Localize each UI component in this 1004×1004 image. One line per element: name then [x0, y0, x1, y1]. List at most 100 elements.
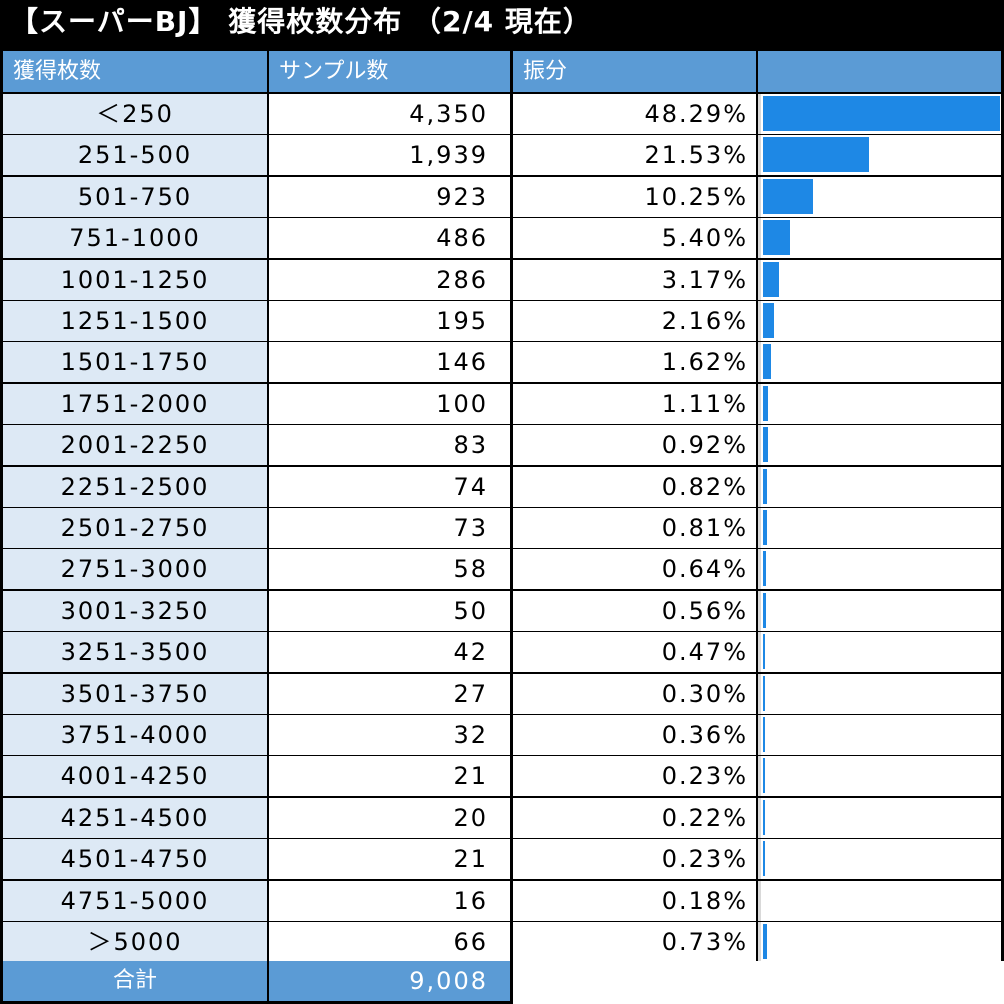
- count-text: 4,350: [409, 100, 488, 128]
- pct-text: 0.47%: [661, 638, 748, 667]
- table-row: 251-500 1,939 21.53%: [0, 135, 1004, 176]
- range-cell: 251-500: [3, 135, 267, 176]
- pct-text: 0.73%: [661, 928, 748, 956]
- pct-text: 0.30%: [661, 679, 748, 708]
- count-text: 58: [453, 555, 488, 584]
- range-cell: 501-750: [3, 176, 267, 217]
- count-cell: 74: [269, 466, 510, 507]
- count-text: 100: [436, 389, 488, 418]
- bar: [763, 220, 790, 256]
- bar-cell: [758, 383, 1001, 424]
- bar: [763, 799, 765, 835]
- total-value-text: 9,008: [409, 967, 488, 995]
- count-cell: 195: [269, 301, 510, 341]
- pct-text: 0.23%: [661, 762, 748, 791]
- count-cell: 1,939: [269, 135, 510, 176]
- pct-text: 3.17%: [661, 265, 748, 294]
- bar-cell: [758, 549, 1001, 590]
- bar: [763, 551, 767, 587]
- bar-cell: [758, 508, 1001, 548]
- count-text: 923: [436, 182, 488, 211]
- bar: [763, 178, 814, 214]
- bar-cell: [758, 259, 1001, 300]
- pct-cell: 5.40%: [513, 218, 756, 259]
- table-row: 3251-3500 42 0.47%: [0, 632, 1004, 673]
- header-range: 獲得枚数: [3, 51, 267, 92]
- count-text: 21: [453, 845, 488, 874]
- title-bar: 【スーパーBJ】 獲得枚数分布 （2/4 現在）: [0, 0, 1004, 48]
- pct-text: 0.23%: [661, 845, 748, 874]
- pct-text: 0.22%: [661, 803, 748, 832]
- pct-cell: 0.36%: [513, 715, 756, 755]
- count-text: 286: [436, 265, 488, 294]
- range-cell: 1751-2000: [3, 383, 267, 424]
- pct-cell: 0.73%: [513, 922, 756, 962]
- bar: [763, 427, 768, 463]
- range-cell: 2001-2250: [3, 425, 267, 466]
- count-cell: 73: [269, 508, 510, 548]
- table-row: 3001-3250 50 0.56%: [0, 590, 1004, 632]
- table-row: 4501-4750 21 0.23%: [0, 839, 1004, 880]
- count-text: 66: [453, 928, 488, 956]
- table-row: 4751-5000 16 0.18%: [0, 880, 1004, 922]
- range-cell: 4001-4250: [3, 756, 267, 797]
- total-row: 合計 9,008: [0, 961, 513, 1004]
- pct-text: 5.40%: [661, 224, 748, 253]
- bar-cell: [758, 590, 1001, 631]
- pct-cell: 0.82%: [513, 466, 756, 507]
- pct-text: 10.25%: [644, 182, 748, 211]
- header-pct-label: 振分: [523, 59, 568, 84]
- count-cell: 32: [269, 715, 510, 755]
- bar: [763, 841, 765, 877]
- count-text: 27: [453, 679, 488, 708]
- count-cell: 58: [269, 549, 510, 590]
- range-cell: 3251-3500: [3, 632, 267, 673]
- pct-cell: 48.29%: [513, 94, 756, 134]
- pct-text: 48.29%: [644, 100, 748, 128]
- table-row: 501-750 923 10.25%: [0, 176, 1004, 218]
- count-cell: 20: [269, 797, 510, 838]
- table-row: 1001-1250 286 3.17%: [0, 259, 1004, 301]
- pct-cell: 0.47%: [513, 632, 756, 673]
- range-cell: 2501-2750: [3, 508, 267, 548]
- count-cell: 16: [269, 880, 510, 921]
- range-cell: 1501-1750: [3, 342, 267, 383]
- pct-cell: 0.81%: [513, 508, 756, 548]
- table-row: 2751-3000 58 0.64%: [0, 549, 1004, 590]
- pct-cell: 0.18%: [513, 880, 756, 921]
- table-row: 2501-2750 73 0.81%: [0, 508, 1004, 549]
- pct-text: 0.64%: [661, 555, 748, 584]
- range-cell: 751-1000: [3, 218, 267, 259]
- count-cell: 923: [269, 176, 510, 217]
- bar: [763, 303, 774, 338]
- table-row: 1751-2000 100 1.11%: [0, 383, 1004, 425]
- count-cell: 286: [269, 259, 510, 300]
- total-value: 9,008: [269, 961, 510, 1001]
- bar: [763, 344, 771, 380]
- range-cell: 2251-2500: [3, 466, 267, 507]
- bar-cell: [758, 922, 1001, 962]
- table-row: 3501-3750 27 0.30%: [0, 673, 1004, 715]
- range-cell: 3751-4000: [3, 715, 267, 755]
- pct-cell: 0.23%: [513, 839, 756, 880]
- table-row: 1501-1750 146 1.62%: [0, 342, 1004, 383]
- count-cell: 50: [269, 590, 510, 631]
- bar-cell: [758, 425, 1001, 466]
- count-cell: 66: [269, 922, 510, 962]
- pct-cell: 0.30%: [513, 673, 756, 714]
- bar-cell: [758, 135, 1001, 176]
- count-cell: 146: [269, 342, 510, 383]
- bar-cell: [758, 673, 1001, 714]
- count-text: 83: [453, 431, 488, 460]
- page-title: 【スーパーBJ】 獲得枚数分布 （2/4 現在）: [10, 5, 592, 38]
- table-row: 4001-4250 21 0.23%: [0, 756, 1004, 797]
- pct-text: 0.18%: [661, 886, 748, 915]
- pct-cell: 0.64%: [513, 549, 756, 590]
- table-row: 2001-2250 83 0.92%: [0, 425, 1004, 466]
- count-text: 42: [453, 638, 488, 667]
- pct-text: 2.16%: [661, 307, 748, 335]
- table-row: 4251-4500 20 0.22%: [0, 797, 1004, 839]
- pct-text: 1.11%: [661, 389, 748, 418]
- range-cell: 4751-5000: [3, 880, 267, 921]
- pct-cell: 10.25%: [513, 176, 756, 217]
